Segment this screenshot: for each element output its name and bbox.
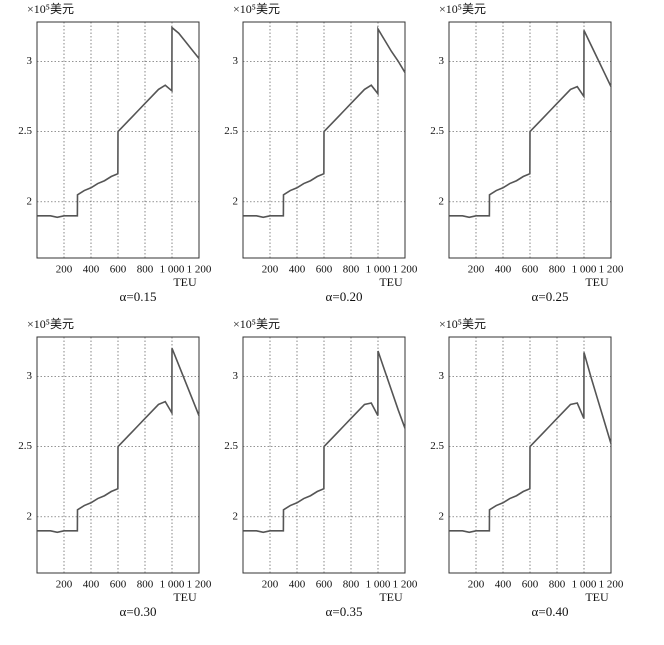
- y-tick-label: 2: [27, 510, 33, 522]
- x-tick-label: 600: [316, 579, 333, 591]
- x-axis-label: TEU: [585, 590, 609, 604]
- x-tick-label: 200: [468, 264, 485, 276]
- y-tick-label: 2.5: [430, 440, 444, 452]
- x-tick-label: 1 200: [599, 264, 624, 276]
- y-tick-label: 2.5: [18, 440, 32, 452]
- plot-frame: [242, 21, 406, 259]
- x-tick-label: 400: [289, 579, 306, 591]
- x-tick-label: 1 000: [366, 264, 391, 276]
- x-tick-label: 600: [316, 264, 333, 276]
- y-axis-label: ×10⁵美元: [27, 317, 74, 331]
- x-tick-label: 200: [262, 264, 279, 276]
- x-tick-label: 200: [56, 264, 73, 276]
- x-tick-label: 200: [262, 579, 279, 591]
- y-tick-label: 3: [233, 370, 239, 382]
- data-line: [37, 25, 200, 219]
- x-tick-label: 800: [137, 264, 154, 276]
- y-tick-label: 2.5: [224, 440, 238, 452]
- data-line: [449, 352, 612, 534]
- x-tick-label: 600: [522, 579, 539, 591]
- y-axis-label: ×10⁵美元: [233, 2, 280, 16]
- x-tick-label: 600: [110, 579, 127, 591]
- data-line: [243, 26, 406, 219]
- y-tick-label: 2: [233, 510, 239, 522]
- x-tick-label: 200: [468, 579, 485, 591]
- x-tick-label: 600: [522, 264, 539, 276]
- x-tick-label: 800: [343, 579, 360, 591]
- x-axis-label: TEU: [379, 275, 403, 289]
- x-tick-label: 800: [549, 579, 566, 591]
- y-tick-label: 2.5: [224, 125, 238, 137]
- x-tick-label: 400: [495, 579, 512, 591]
- x-tick-label: 200: [56, 579, 73, 591]
- x-tick-label: 800: [549, 264, 566, 276]
- x-tick-label: 400: [495, 264, 512, 276]
- caption: α=0.25: [532, 289, 569, 304]
- y-tick-label: 2: [27, 195, 33, 207]
- x-tick-label: 1 000: [160, 579, 185, 591]
- y-tick-label: 3: [439, 370, 445, 382]
- y-tick-label: 3: [27, 370, 33, 382]
- caption: α=0.35: [326, 604, 363, 619]
- x-tick-label: 1 200: [393, 579, 418, 591]
- y-tick-label: 3: [27, 55, 33, 67]
- plot-frame: [448, 336, 612, 574]
- x-tick-label: 400: [83, 264, 100, 276]
- y-axis-label: ×10⁵美元: [27, 2, 74, 16]
- y-axis-label: ×10⁵美元: [233, 317, 280, 331]
- y-tick-label: 2: [233, 195, 239, 207]
- caption: α=0.30: [120, 604, 157, 619]
- y-axis-label: ×10⁵美元: [439, 2, 486, 16]
- y-tick-label: 2: [439, 195, 445, 207]
- x-axis-label: TEU: [173, 590, 197, 604]
- data-line: [449, 30, 612, 219]
- x-tick-label: 600: [110, 264, 127, 276]
- data-line: [243, 350, 406, 534]
- plot-frame: [242, 336, 406, 574]
- x-axis-label: TEU: [585, 275, 609, 289]
- x-tick-label: 1 200: [599, 579, 624, 591]
- x-tick-label: 800: [137, 579, 154, 591]
- y-tick-label: 2.5: [18, 125, 32, 137]
- x-tick-label: 1 000: [572, 264, 597, 276]
- x-tick-label: 400: [83, 579, 100, 591]
- x-axis-label: TEU: [379, 590, 403, 604]
- y-tick-label: 2.5: [430, 125, 444, 137]
- caption: α=0.20: [326, 289, 363, 304]
- y-axis-label: ×10⁵美元: [439, 317, 486, 331]
- caption: α=0.40: [532, 604, 569, 619]
- x-tick-label: 1 000: [366, 579, 391, 591]
- y-tick-label: 3: [233, 55, 239, 67]
- x-tick-label: 1 000: [160, 264, 185, 276]
- x-axis-label: TEU: [173, 275, 197, 289]
- x-tick-label: 1 200: [187, 264, 212, 276]
- x-tick-label: 1 200: [187, 579, 212, 591]
- x-tick-label: 1 000: [572, 579, 597, 591]
- y-tick-label: 3: [439, 55, 445, 67]
- plot-frame: [36, 21, 200, 259]
- plot-frame: [448, 21, 612, 259]
- data-line: [37, 347, 200, 534]
- x-tick-label: 1 200: [393, 264, 418, 276]
- y-tick-label: 2: [439, 510, 445, 522]
- plot-frame: [36, 336, 200, 574]
- x-tick-label: 800: [343, 264, 360, 276]
- caption: α=0.15: [120, 289, 157, 304]
- x-tick-label: 400: [289, 264, 306, 276]
